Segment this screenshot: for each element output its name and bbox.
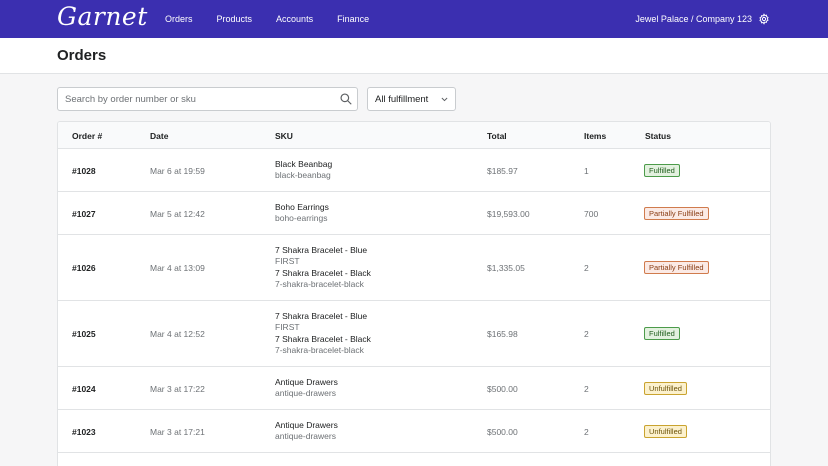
sku-code: FIRST — [275, 322, 300, 332]
order-date: Mar 4 at 12:52 — [150, 329, 205, 339]
sku-cell: Boho Earrings boho-earrings — [275, 201, 329, 224]
sku-cell: 7 Shakra Bracelet - Blue FIRST 7 Shakra … — [275, 310, 371, 356]
table-row[interactable]: #1023 Mar 3 at 17:21 Antique Drawers ant… — [58, 410, 770, 453]
top-navigation-bar: Garnet Orders Products Accounts Finance … — [0, 0, 828, 38]
column-header-date[interactable]: Date — [150, 131, 169, 141]
order-date: Mar 3 at 17:22 — [150, 384, 205, 394]
sku-cell: Black Beanbag black-beanbag — [275, 158, 332, 181]
order-items: 2 — [584, 263, 589, 273]
status-badge: Fulfilled — [644, 164, 680, 177]
sku-code: FIRST — [275, 256, 300, 266]
sku-name: Boho Earrings — [275, 202, 329, 212]
order-date: Mar 4 at 13:09 — [150, 263, 205, 273]
order-date: Mar 3 at 17:21 — [150, 427, 205, 437]
order-items: 700 — [584, 209, 599, 219]
status-badge: Unfulfilled — [644, 425, 687, 438]
table-row[interactable]: #1027 Mar 5 at 12:42 Boho Earrings boho-… — [58, 192, 770, 235]
table-header: Order # Date SKU Total Items Status — [58, 122, 770, 149]
nav-item-accounts[interactable]: Accounts — [276, 14, 314, 24]
column-header-sku[interactable]: SKU — [275, 131, 293, 141]
status-badge: Partially Fulfilled — [644, 207, 709, 220]
sku-code: antique-drawers — [275, 388, 336, 398]
status-badge: Unfulfilled — [644, 382, 687, 395]
page-title: Orders — [57, 47, 107, 64]
sku-code: antique-drawers — [275, 431, 336, 441]
fulfillment-filter-value: All fulfillment — [375, 93, 429, 105]
status-badge: Partially Fulfilled — [644, 261, 709, 274]
sku-code: 7-shakra-bracelet-black — [275, 345, 364, 355]
gear-icon[interactable] — [758, 13, 770, 25]
fulfillment-filter-select[interactable]: All fulfillment — [367, 87, 456, 111]
table-row[interactable]: #1024 Mar 3 at 17:22 Antique Drawers ant… — [58, 367, 770, 410]
order-total: $19,593.00 — [487, 209, 530, 219]
order-number[interactable]: #1026 — [72, 263, 96, 273]
chevron-down-icon — [441, 97, 448, 102]
column-header-status[interactable]: Status — [645, 131, 671, 141]
nav-item-finance[interactable]: Finance — [337, 14, 370, 24]
account-label[interactable]: Jewel Palace / Company 123 — [635, 14, 752, 24]
main-nav: Orders Products Accounts Finance — [165, 0, 393, 38]
sku-name: 7 Shakra Bracelet - Blue — [275, 311, 368, 321]
sku-name: Black Beanbag — [275, 159, 333, 169]
search-icon[interactable] — [339, 92, 353, 106]
status-badge: Fulfilled — [644, 327, 680, 340]
order-total: $500.00 — [487, 384, 518, 394]
table-row[interactable]: #1028 Mar 6 at 19:59 Black Beanbag black… — [58, 149, 770, 192]
sku-name: 7 Shakra Bracelet - Black — [275, 334, 371, 344]
nav-item-orders[interactable]: Orders — [165, 14, 193, 24]
table-row[interactable]: #1026 Mar 4 at 13:09 7 Shakra Bracelet -… — [58, 235, 770, 301]
sku-code: boho-earrings — [275, 213, 328, 223]
order-total: $165.98 — [487, 329, 518, 339]
sku-name: 7 Shakra Bracelet - Blue — [275, 245, 368, 255]
search-input[interactable] — [58, 88, 328, 110]
column-header-items[interactable]: Items — [584, 131, 607, 141]
sku-name: 7 Shakra Bracelet - Black — [275, 268, 371, 278]
sku-cell: Antique Drawers antique-drawers — [275, 376, 338, 399]
order-date: Mar 5 at 12:42 — [150, 209, 205, 219]
sku-name: Antique Drawers — [275, 377, 338, 387]
order-items: 2 — [584, 329, 589, 339]
order-total: $185.97 — [487, 166, 518, 176]
order-items: 2 — [584, 384, 589, 394]
order-number[interactable]: #1025 — [72, 329, 96, 339]
sku-cell: Antique Drawers antique-drawers — [275, 419, 338, 442]
order-date: Mar 6 at 19:59 — [150, 166, 205, 176]
order-items: 2 — [584, 427, 589, 437]
sku-name: Antique Drawers — [275, 420, 338, 430]
orders-table: Order # Date SKU Total Items Status #102… — [57, 121, 771, 466]
sku-code: 7-shakra-bracelet-black — [275, 279, 364, 289]
account-switcher[interactable]: Jewel Palace / Company 123 — [635, 0, 770, 38]
order-number[interactable]: #1027 — [72, 209, 96, 219]
search-box[interactable] — [57, 87, 358, 111]
order-total: $500.00 — [487, 427, 518, 437]
sku-cell: 7 Shakra Bracelet - Blue FIRST 7 Shakra … — [275, 244, 371, 290]
order-items: 1 — [584, 166, 589, 176]
order-number[interactable]: #1023 — [72, 427, 96, 437]
order-number[interactable]: #1024 — [72, 384, 96, 394]
column-header-total[interactable]: Total — [487, 131, 507, 141]
sku-code: black-beanbag — [275, 170, 331, 180]
page-header: Orders — [0, 38, 828, 74]
table-row[interactable]: #1025 Mar 4 at 12:52 7 Shakra Bracelet -… — [58, 301, 770, 367]
nav-item-products[interactable]: Products — [216, 14, 253, 24]
order-number[interactable]: #1028 — [72, 166, 96, 176]
column-header-order[interactable]: Order # — [72, 131, 103, 141]
garnet-logo[interactable]: Garnet — [57, 2, 148, 31]
order-total: $1,335.05 — [487, 263, 525, 273]
